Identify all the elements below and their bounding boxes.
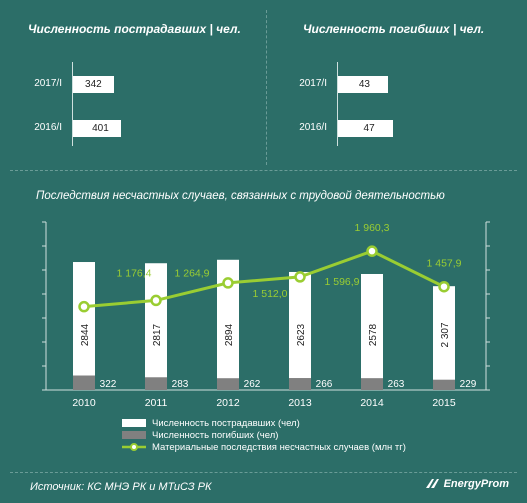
deaths-bar [338, 120, 393, 137]
brand-logo: EnergyProm [424, 478, 509, 490]
deaths-value-label: 43 [358, 79, 370, 90]
legend-item-losses: Материальные последствия несчастных случ… [122, 441, 406, 453]
legend-swatch-deaths [122, 431, 146, 439]
injured-panel-title: Численность пострадавших | чел. [28, 22, 241, 36]
deaths-axis [337, 62, 338, 146]
injured-year-label: 2017/I [34, 78, 62, 89]
chart-title: Последствия несчастных случаев, связанны… [36, 190, 445, 202]
point-losses [438, 280, 450, 293]
bar-injured [73, 262, 95, 390]
deaths-value-label: 229 [460, 379, 477, 390]
legend-swatch-injured [122, 419, 146, 427]
x-tick-label: 2014 [360, 397, 384, 409]
bar-deaths [289, 378, 311, 390]
injured-year-label: 2016/I [34, 122, 62, 133]
x-tick-label: 2015 [432, 397, 456, 409]
bar-injured [433, 286, 455, 390]
deaths-value-label: 266 [316, 379, 333, 390]
losses-value-label: 1 596,9 [324, 276, 359, 288]
deaths-year-label: 2017/I [299, 78, 327, 89]
energyprom-logo-icon [425, 479, 439, 488]
footer-divider [10, 472, 517, 473]
deaths-value-label: 283 [172, 379, 189, 390]
point-losses [222, 277, 234, 289]
bar-deaths [361, 378, 383, 390]
section-divider [10, 170, 517, 171]
losses-value-label: 1 960,3 [354, 222, 389, 234]
bar-deaths [217, 378, 239, 390]
deaths-panel-title: Численность погибших | чел. [303, 22, 485, 36]
legend-swatch-losses [122, 443, 146, 451]
line-losses [83, 249, 445, 309]
injured-value-label: 2894 [224, 323, 235, 346]
bar-injured [289, 271, 311, 390]
deaths-value-label: 262 [244, 379, 261, 390]
losses-value-label: 1 176,4 [116, 268, 151, 280]
point-losses [150, 294, 162, 307]
x-tick-label: 2013 [288, 397, 312, 409]
deaths-value-label: 322 [100, 379, 117, 390]
legend-label-injured: Численность пострадавших (чел) [152, 417, 300, 429]
bar-injured [217, 259, 239, 390]
panel-divider [266, 10, 267, 165]
bar-deaths [433, 379, 455, 390]
losses-value-label: 1 264,9 [174, 267, 209, 279]
point-losses [78, 300, 90, 313]
injured-value-label: 2578 [368, 323, 379, 346]
bar-injured [145, 263, 167, 390]
bar-deaths [145, 377, 167, 390]
bar-injured [361, 273, 383, 390]
bar-deaths [73, 375, 95, 390]
injured-bar [73, 120, 122, 137]
injured-value-label: 2623 [296, 323, 307, 346]
injured-value-label: 342 [85, 79, 102, 90]
injured-value-label: 401 [92, 123, 109, 134]
legend-item-injured: Численность пострадавших (чел) [122, 417, 300, 429]
injured-value-label: 2 307 [440, 322, 451, 347]
deaths-value-label: 47 [363, 123, 375, 134]
injured-axis [72, 62, 73, 146]
deaths-value-label: 263 [388, 379, 405, 390]
x-tick-label: 2010 [72, 397, 96, 409]
legend-item-deaths: Численность погибших (чел) [122, 429, 278, 441]
injured-value-label: 2844 [80, 323, 91, 346]
point-losses [294, 271, 306, 283]
losses-value-label: 1 512,0 [252, 288, 287, 300]
point-losses [366, 245, 378, 257]
chart-svg: 2844 322 2010 2817 283 2011 2894 262 2012 2623 266… [42, 221, 490, 409]
deaths-year-label: 2016/I [299, 122, 327, 133]
x-tick-label: 2012 [216, 397, 240, 409]
brand-name: EnergyProm [443, 478, 509, 490]
injured-bar [73, 76, 115, 93]
legend-label-deaths: Численность погибших (чел) [152, 429, 279, 441]
deaths-bar [338, 76, 388, 93]
source-note: Источник: КС МНЭ РК и МТиСЗ РК [30, 481, 212, 493]
legend-label-losses: Материальные последствия несчастных случ… [152, 441, 406, 453]
x-tick-label: 2011 [145, 397, 168, 409]
losses-value-label: 1 457,9 [426, 258, 461, 270]
injured-value-label: 2817 [152, 323, 163, 346]
